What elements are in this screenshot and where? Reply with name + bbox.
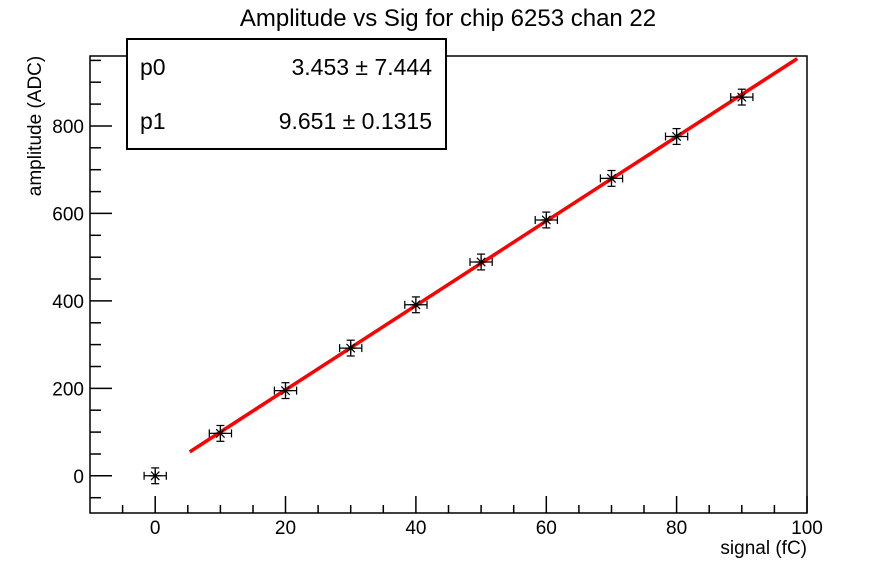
y-tick-label: 400 (52, 292, 84, 313)
data-point (664, 127, 689, 146)
stat-param-name: p0 (140, 53, 166, 80)
y-tick-label: 200 (52, 379, 84, 400)
x-axis-title: signal (fC) (720, 538, 807, 559)
x-tick-label: 20 (275, 518, 296, 539)
x-tick-label: 0 (150, 518, 161, 539)
data-point (534, 211, 559, 229)
x-tick-label: 100 (791, 518, 823, 539)
chart-title: Amplitude vs Sig for chip 6253 chan 22 (239, 5, 657, 32)
data-point (273, 382, 298, 400)
stat-param-name: p1 (140, 107, 166, 134)
fit-stats-box: p0 3.453 ± 7.444 p1 9.651 ± 0.1315 (126, 38, 447, 150)
y-axis-title: amplitude (ADC) (25, 55, 46, 197)
data-point (404, 296, 428, 314)
data-point (469, 253, 493, 271)
data-point (730, 88, 754, 106)
y-tick-label: 600 (52, 204, 84, 225)
stat-param-value: 9.651 ± 0.1315 (278, 107, 432, 134)
y-tick-label: 0 (73, 467, 84, 488)
stats-row-p1: p1 9.651 ± 0.1315 (128, 94, 445, 148)
x-tick-label: 80 (666, 518, 687, 539)
y-tick-label: 800 (52, 117, 84, 138)
data-point (599, 169, 624, 187)
data-point (338, 339, 363, 357)
stat-param-value: 3.453 ± 7.444 (291, 53, 432, 80)
stats-row-p0: p0 3.453 ± 7.444 (128, 40, 445, 94)
x-tick-label: 40 (405, 518, 426, 539)
fit-line (188, 57, 799, 454)
data-point (208, 424, 233, 442)
data-point (143, 467, 167, 485)
x-tick-label: 60 (536, 518, 557, 539)
